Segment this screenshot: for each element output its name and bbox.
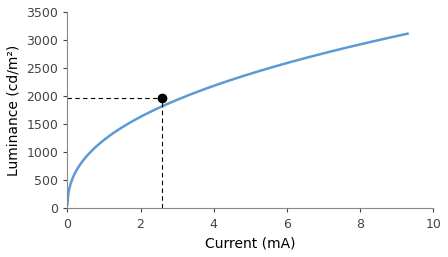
X-axis label: Current (mA): Current (mA)	[205, 236, 296, 250]
Y-axis label: Luminance (cd/m²): Luminance (cd/m²)	[7, 44, 21, 176]
